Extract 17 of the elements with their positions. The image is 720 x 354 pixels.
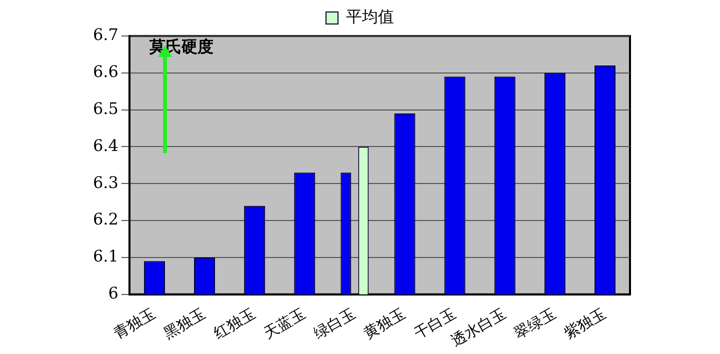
y-tick-label: 6 — [108, 284, 118, 303]
y-tick-label: 6.2 — [92, 210, 118, 229]
x-tick-label: 翠绿玉 — [510, 304, 559, 343]
x-tick-label: 天蓝玉 — [260, 304, 309, 343]
legend-label: 平均值 — [346, 7, 394, 26]
y-tick-label: 6.1 — [92, 246, 118, 266]
y-tick-label: 6.4 — [92, 136, 118, 155]
y-tick-label: 6.5 — [92, 98, 118, 118]
y-tick-label: 6.7 — [92, 25, 118, 44]
y-tick-label: 6.3 — [92, 172, 118, 192]
x-tick-label: 黄独玉 — [360, 304, 409, 343]
x-tick-label: 紫独玉 — [560, 304, 609, 343]
x-tick-label: 青独玉 — [110, 304, 158, 343]
y-tick-label: 6.6 — [92, 62, 118, 82]
x-tick-label: 红独玉 — [210, 304, 259, 343]
x-tick-label: 黑独玉 — [160, 304, 208, 343]
x-tick-label: 绿白玉 — [310, 304, 359, 343]
